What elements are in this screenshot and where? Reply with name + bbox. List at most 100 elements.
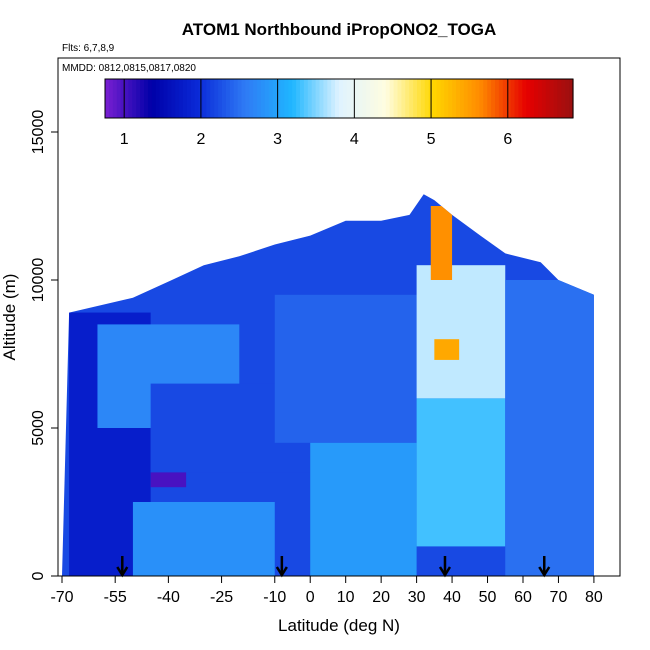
colorbar-swatch: [108, 79, 114, 118]
colorbar-swatch: [237, 79, 243, 118]
colorbar-frame: [104, 78, 574, 119]
colorbar-swatch: [311, 79, 317, 118]
colorbar-swatch: [300, 79, 305, 118]
colorbar-swatch: [296, 79, 301, 118]
x-tick-label: 40: [443, 589, 461, 606]
colorbar-swatch: [202, 79, 207, 118]
colorbar-swatch: [264, 79, 270, 118]
colorbar-swatch: [417, 79, 422, 118]
colorbar-swatch: [327, 79, 332, 118]
colorbar-swatch: [229, 79, 235, 118]
colorbar-swatch: [167, 79, 172, 118]
colorbar-swatch: [140, 79, 145, 118]
x-tick-label: -10: [263, 589, 286, 606]
y-tick-label: 0: [30, 571, 47, 580]
colorbar-swatch: [323, 79, 328, 118]
arrow-head: [438, 566, 452, 578]
colorbar-swatch: [225, 79, 231, 118]
colorbar-swatch: [487, 79, 492, 118]
x-tick-label: -70: [50, 589, 73, 606]
colorbar-swatch: [206, 79, 211, 118]
colorbar-swatch: [186, 79, 192, 118]
colorbar-tick-label: 5: [427, 131, 436, 148]
colorbar-swatch: [276, 79, 282, 118]
colorbar-swatch: [448, 79, 453, 118]
colorbar-swatch: [483, 79, 488, 118]
colorbar-swatch: [452, 79, 457, 118]
colorbar-swatch: [522, 79, 527, 118]
x-tick-label: 60: [514, 589, 532, 606]
colorbar-swatch: [272, 79, 278, 118]
colorbar-swatch: [292, 79, 297, 118]
flights-annotation: Flts: 6,7,8,9: [62, 43, 115, 54]
arrow-head: [538, 566, 551, 578]
colorbar-swatch: [401, 79, 406, 118]
x-tick-label: -55: [104, 589, 127, 606]
colorbar-swatch: [370, 79, 375, 118]
colorbar-swatch: [459, 79, 465, 118]
colorbar-swatch: [120, 79, 126, 118]
colorbar-swatch: [498, 79, 504, 118]
arrow-2: [438, 556, 452, 578]
x-tick-label: 50: [479, 589, 497, 606]
heatmap-region-11: [150, 472, 187, 488]
colorbar-swatch: [233, 79, 239, 118]
colorbar-swatch: [303, 79, 309, 118]
heatmap-region-9: [430, 206, 453, 280]
colorbar-swatch: [210, 79, 215, 118]
colorbar-swatch: [537, 79, 543, 118]
colorbar-swatch: [491, 79, 496, 118]
colorbar-swatch: [495, 79, 500, 118]
colorbar-swatch: [362, 79, 367, 118]
axis-layer: -70 -55 -40 -25 -10 0 10 20 30 40 50 60 70 80 0 5000 100…: [30, 110, 603, 606]
colorbar-tick-label: 6: [503, 131, 512, 148]
colorbar: 1 2 3 4 5 6: [104, 78, 574, 148]
colorbar-swatch: [456, 79, 461, 118]
colorbar-swatch: [534, 79, 539, 118]
heatmap-region-4: [274, 294, 417, 443]
colorbar-swatch: [245, 79, 250, 118]
x-tick-label: 20: [372, 589, 390, 606]
colorbar-swatch: [374, 79, 379, 118]
colorbar-swatch: [565, 79, 570, 118]
colorbar-swatch: [124, 79, 129, 118]
colorbar-swatch: [354, 79, 360, 118]
colorbar-swatch: [214, 79, 219, 118]
colorbar-swatch: [393, 79, 399, 118]
colorbar-swatch: [342, 79, 348, 118]
dates-annotation: MMDD: 0812,0815,0817,0820: [62, 63, 196, 74]
arrow-head: [275, 566, 288, 578]
colorbar-swatch: [253, 79, 258, 118]
colorbar-swatch: [409, 79, 414, 118]
colorbar-swatch: [268, 79, 274, 118]
colorbar-swatch: [557, 79, 562, 118]
colorbar-swatch: [549, 79, 555, 118]
x-tick-label: 10: [337, 589, 355, 606]
colorbar-swatch: [307, 79, 313, 118]
colorbar-swatch: [171, 79, 176, 118]
colorbar-swatch: [319, 79, 324, 118]
y-tick-label: 10000: [30, 258, 47, 303]
colorbar-swatch: [151, 79, 157, 118]
heatmap-region-5: [310, 442, 417, 576]
colorbar-swatch: [144, 79, 149, 118]
colorbar-swatch: [475, 79, 480, 118]
colorbar-tick-label: 1: [120, 131, 129, 148]
colorbar-swatch: [155, 79, 161, 118]
colorbar-swatch: [331, 79, 336, 118]
colorbar-swatch: [190, 79, 196, 118]
colorbar-swatch: [179, 79, 184, 118]
colorbar-swatch: [132, 79, 137, 118]
colorbar-swatch: [339, 79, 344, 118]
colorbar-swatch: [358, 79, 363, 118]
arrow-layer: [116, 556, 551, 578]
x-tick-label: 80: [585, 589, 603, 606]
colorbar-tick-label: 2: [196, 131, 205, 148]
heatmap-region-6: [416, 265, 506, 399]
colorbar-swatch: [569, 79, 574, 118]
colorbar-swatch: [502, 79, 508, 118]
colorbar-swatch: [506, 79, 512, 118]
colorbar-tick-label: 3: [273, 131, 282, 148]
colorbar-swatch: [335, 79, 340, 118]
